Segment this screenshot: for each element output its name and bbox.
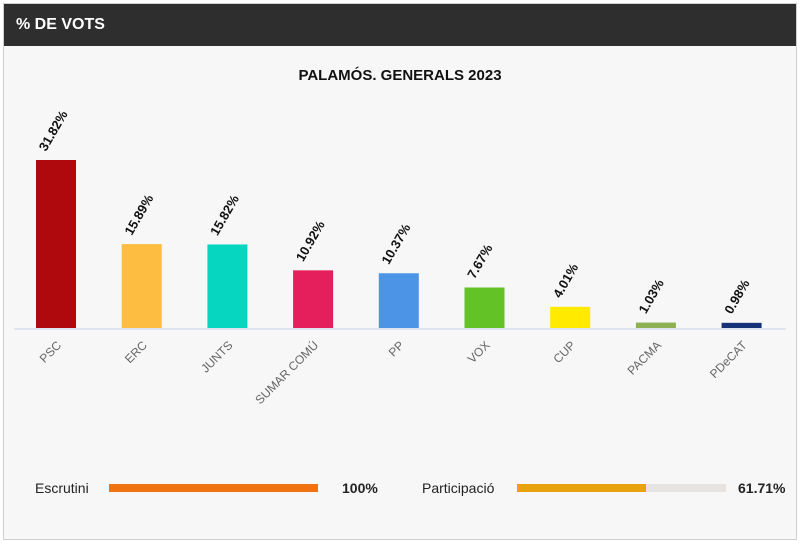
- value-label: 10.37%: [378, 221, 413, 267]
- panel-header: % DE VOTS: [4, 4, 796, 46]
- category-label: ERC: [122, 338, 150, 366]
- value-label: 15.89%: [121, 192, 156, 238]
- bar-psc: [36, 160, 76, 328]
- participacio-value: 61.71%: [738, 480, 786, 496]
- bar-pp: [378, 273, 419, 328]
- category-label: PDeCAT: [707, 338, 750, 381]
- bar-pacma: [635, 322, 676, 328]
- category-label: PACMA: [625, 338, 664, 377]
- chart-title: PALAMÓS. GENERALS 2023: [298, 66, 501, 84]
- value-label: 1.03%: [636, 276, 668, 316]
- escrutini-value: 100%: [342, 480, 378, 496]
- value-label: 0.98%: [721, 277, 753, 317]
- participacio-progress-track: [517, 484, 726, 492]
- escrutini-progress-fill: [109, 484, 318, 492]
- bar-pdecat: [721, 322, 762, 328]
- category-label: SUMAR COMÚ: [252, 338, 322, 408]
- participacio-progress-fill: [517, 484, 646, 492]
- bar-sumar-comú: [293, 270, 334, 328]
- value-label: 31.82%: [36, 107, 71, 153]
- bar-junts: [207, 244, 248, 328]
- escrutini-label: Escrutini: [35, 480, 89, 496]
- bar-cup: [550, 306, 591, 328]
- category-label: PSC: [37, 338, 65, 366]
- value-label: 4.01%: [550, 261, 582, 301]
- category-label: JUNTS: [198, 338, 235, 375]
- category-label: CUP: [551, 338, 579, 366]
- value-label: 10.92%: [293, 218, 328, 264]
- category-label: PP: [386, 338, 407, 359]
- bar-vox: [464, 287, 505, 328]
- bar-erc: [121, 244, 162, 328]
- escrutini-progress-track: [109, 484, 318, 492]
- category-label: VOX: [465, 338, 493, 366]
- participacio-label: Participació: [422, 480, 495, 496]
- value-label: 15.82%: [207, 192, 242, 238]
- value-label: 7.67%: [464, 241, 496, 281]
- vote-share-chart: PALAMÓS. GENERALS 2023 31.82% PSC 15.89% ER…: [14, 66, 786, 408]
